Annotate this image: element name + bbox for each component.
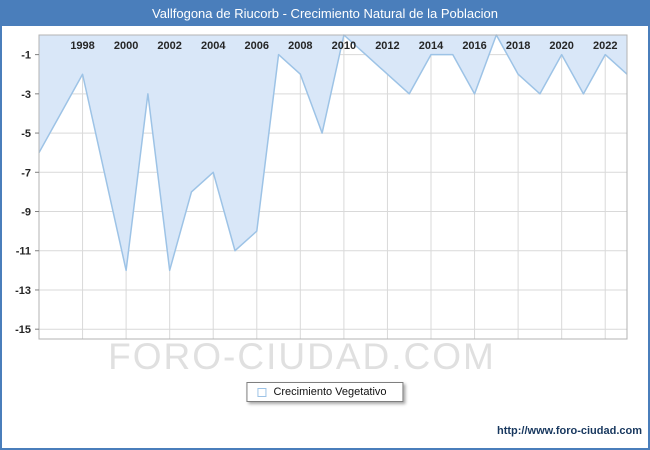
y-axis-label: -15: [15, 324, 31, 336]
y-axis-label: -5: [21, 128, 31, 140]
y-axis-label: -1: [21, 50, 31, 62]
series-area: [39, 35, 627, 271]
y-axis-label: -11: [16, 246, 31, 258]
footer-url[interactable]: http://www.foro-ciudad.com: [496, 425, 642, 437]
legend: Crecimiento Vegetativo: [246, 382, 404, 402]
x-axis-label: 2010: [332, 40, 356, 52]
x-axis-label: 2018: [506, 40, 530, 52]
x-axis-label: 1998: [70, 40, 94, 52]
x-axis-label: 2022: [593, 40, 617, 52]
x-axis-label: 2016: [462, 40, 486, 52]
x-axis-label: 2020: [549, 40, 573, 52]
legend-label: Crecimiento Vegetativo: [273, 386, 387, 398]
x-axis-label: 2000: [114, 40, 138, 52]
x-axis-label: 2006: [245, 40, 269, 52]
plot-border: [38, 34, 628, 340]
x-axis-label: 2014: [419, 40, 444, 52]
x-axis-label: 2002: [157, 40, 181, 52]
x-axis-label: 2004: [201, 40, 226, 52]
series-marker-icon: [257, 387, 267, 397]
x-axis-label: 2012: [375, 40, 399, 52]
y-axis-label: -9: [21, 207, 31, 219]
y-axis-label: -13: [15, 285, 31, 297]
chart-title: Vallfogona de Riucorb - Crecimiento Natu…: [2, 2, 648, 26]
series-line: [38, 34, 628, 272]
y-axis-label: -7: [21, 167, 31, 179]
x-axis-label: 2008: [288, 40, 312, 52]
y-axis-label: -3: [21, 89, 31, 101]
